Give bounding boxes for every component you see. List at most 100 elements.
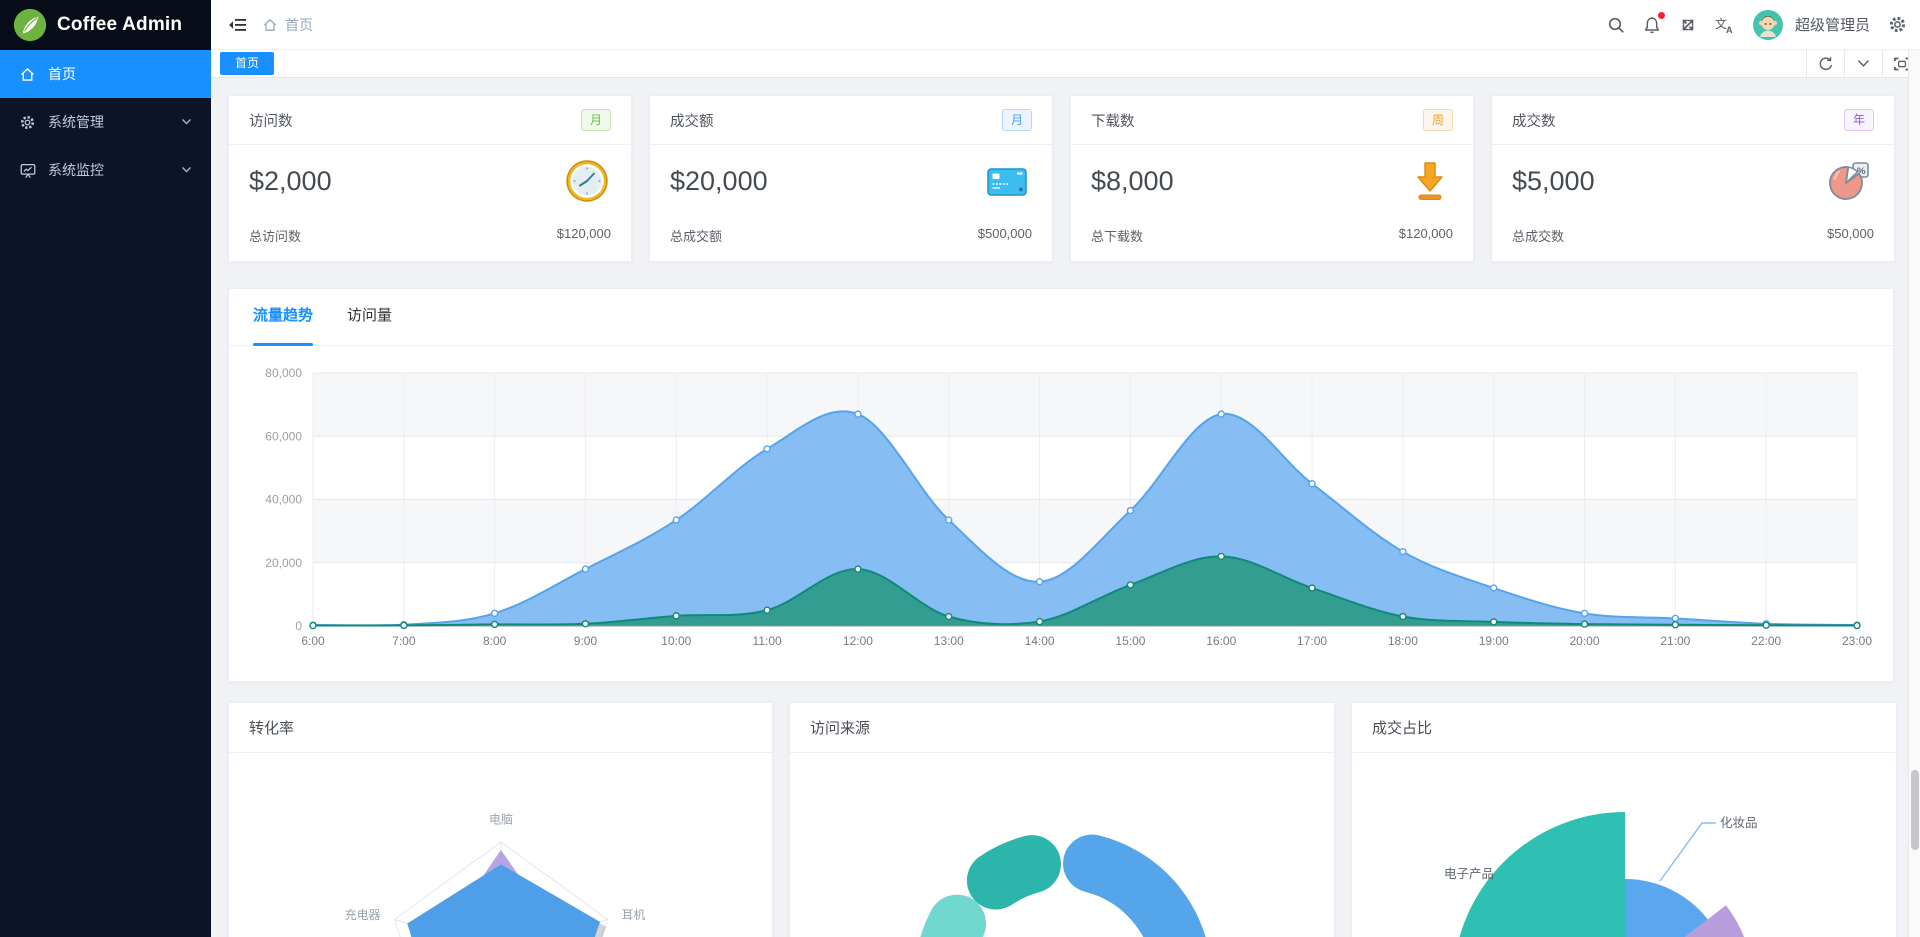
svg-text:充电器: 充电器 xyxy=(345,907,381,922)
svg-text:电子产品: 电子产品 xyxy=(1444,867,1494,881)
svg-text:12:00: 12:00 xyxy=(843,634,873,648)
svg-text:22:00: 22:00 xyxy=(1751,634,1781,648)
notification-bell-icon[interactable] xyxy=(1643,11,1665,34)
period-badge: 周 xyxy=(1422,109,1453,131)
tab-traffic-trend[interactable]: 流量趋势 xyxy=(253,288,314,346)
sidebar-menu: 首页 系统管理 xyxy=(0,50,211,194)
chevron-down-icon xyxy=(181,118,192,126)
visit-source-card: 访问来源 xyxy=(789,702,1335,937)
sidebar-item-label: 系统监控 xyxy=(48,162,104,178)
svg-text:10:00: 10:00 xyxy=(661,634,691,648)
notification-dot xyxy=(1657,11,1665,19)
svg-text:9:00: 9:00 xyxy=(574,634,598,648)
app-title: Coffee Admin xyxy=(57,14,183,35)
svg-text:40,000: 40,000 xyxy=(265,493,302,507)
svg-text:19:00: 19:00 xyxy=(1479,634,1509,648)
stat-card-deals: 成交数 年 $5,000 % 总成交数 $50,000 xyxy=(1491,95,1895,262)
breadcrumb-label: 首页 xyxy=(285,16,313,33)
fullscreen-icon[interactable] xyxy=(1679,16,1697,34)
svg-text:0: 0 xyxy=(295,619,302,633)
stat-footer-value: $120,000 xyxy=(556,226,611,241)
svg-text:17:00: 17:00 xyxy=(1297,634,1327,648)
svg-text:耳机: 耳机 xyxy=(621,908,645,922)
stat-footer-value: $120,000 xyxy=(1398,226,1453,241)
period-badge: 月 xyxy=(1001,109,1032,131)
collapse-sidebar-icon[interactable] xyxy=(228,15,248,35)
avatar[interactable] xyxy=(1752,9,1783,40)
svg-text:11:00: 11:00 xyxy=(753,634,782,648)
svg-text:80,000: 80,000 xyxy=(265,366,302,380)
sidebar-item-system-admin[interactable]: 系统管理 xyxy=(0,98,211,146)
leaf-logo-icon xyxy=(13,8,47,42)
stat-card-turnover: 成交额 月 $20,000 总成交额 $500,000 xyxy=(649,95,1053,262)
stat-footer-value: $50,000 xyxy=(1827,226,1874,241)
svg-text:21:00: 21:00 xyxy=(1660,634,1690,648)
stat-footer-label: 总成交数 xyxy=(1512,229,1565,244)
traffic-trend-panel: 流量趋势 访问量 0 20,000 40,000 60,000 80,000 6:00 7:… xyxy=(228,288,1894,682)
svg-text:%: % xyxy=(1857,166,1866,177)
current-user-name[interactable]: 超级管理员 xyxy=(1794,17,1870,34)
card-title: 访问来源 xyxy=(790,703,1334,753)
traffic-area-chart: 0 20,000 40,000 60,000 80,000 6:00 7:00 8:00 9:0… xyxy=(265,366,1872,648)
period-badge: 年 xyxy=(1843,109,1874,131)
tag-home[interactable]: 首页 xyxy=(220,52,275,75)
svg-text:化妆品: 化妆品 xyxy=(1720,816,1758,830)
page-scrollbar[interactable] xyxy=(1908,50,1920,937)
clock-icon xyxy=(565,159,609,203)
svg-text:7:00: 7:00 xyxy=(392,634,416,648)
svg-text:A: A xyxy=(1726,25,1733,34)
svg-text:60,000: 60,000 xyxy=(265,429,302,443)
translate-icon[interactable]: 文 A xyxy=(1715,16,1735,34)
chevron-down-icon[interactable] xyxy=(1844,50,1882,77)
card-title: 成交占比 xyxy=(1352,703,1896,753)
stat-value: $8,000 xyxy=(1091,165,1174,196)
deal-share-card: 成交占比 电子产品 化妆品 xyxy=(1351,702,1897,937)
stat-card-downloads: 下载数 周 $8,000 总下载数 $120,000 xyxy=(1070,95,1474,262)
svg-text:23:00: 23:00 xyxy=(1842,634,1872,648)
app-logo: Coffee Admin xyxy=(0,0,211,50)
svg-text:20:00: 20:00 xyxy=(1570,634,1600,648)
gear-icon xyxy=(19,113,36,132)
stat-value: $5,000 xyxy=(1512,165,1595,196)
stat-footer-value: $500,000 xyxy=(977,226,1032,241)
svg-text:文: 文 xyxy=(1715,16,1727,31)
monitor-icon xyxy=(19,161,36,180)
settings-gear-icon[interactable] xyxy=(1888,15,1907,34)
scrollbar-thumb[interactable] xyxy=(1911,770,1919,850)
svg-text:14:00: 14:00 xyxy=(1025,634,1055,648)
stat-card-visits: 访问数 月 $2,000 总访问数 $120,000 xyxy=(228,95,632,262)
sidebar-item-system-monitor[interactable]: 系统监控 xyxy=(0,146,211,194)
stat-card-title: 访问数 xyxy=(249,113,293,130)
svg-text:20,000: 20,000 xyxy=(265,556,302,570)
stat-card-title: 成交额 xyxy=(670,113,714,130)
refresh-icon[interactable] xyxy=(1806,50,1844,77)
svg-text:16:00: 16:00 xyxy=(1206,634,1236,648)
sidebar-item-label: 系统管理 xyxy=(48,114,104,130)
tags-view-bar: 首页 xyxy=(211,50,1920,78)
svg-text:18:00: 18:00 xyxy=(1388,634,1418,648)
tags-bar-controls xyxy=(1806,50,1920,77)
breadcrumb[interactable]: 首页 xyxy=(262,15,313,35)
credit-card-icon xyxy=(984,161,1030,201)
visit-source-donut-chart xyxy=(920,834,1206,937)
stat-value: $20,000 xyxy=(670,165,768,196)
card-title: 转化率 xyxy=(229,703,772,753)
chevron-down-icon xyxy=(181,166,192,174)
stat-value: $2,000 xyxy=(249,165,332,196)
search-icon[interactable] xyxy=(1607,16,1625,34)
breadcrumb-home-icon xyxy=(262,17,278,33)
conversion-rate-card: 转化率 电脑耳机 充电器 xyxy=(228,702,773,937)
home-icon xyxy=(19,65,36,84)
sidebar-item-home[interactable]: 首页 xyxy=(0,50,211,98)
tab-visits[interactable]: 访问量 xyxy=(347,307,393,324)
sidebar: Coffee Admin 首页 系统管理 xyxy=(0,0,211,937)
svg-text:8:00: 8:00 xyxy=(483,634,507,648)
svg-text:电脑: 电脑 xyxy=(489,812,513,826)
stat-card-title: 下载数 xyxy=(1091,113,1135,130)
stat-footer-label: 总访问数 xyxy=(249,229,302,244)
svg-text:6:00: 6:00 xyxy=(301,634,325,648)
period-badge: 月 xyxy=(580,109,611,131)
download-icon xyxy=(1409,158,1451,204)
stat-card-title: 成交数 xyxy=(1512,113,1556,130)
